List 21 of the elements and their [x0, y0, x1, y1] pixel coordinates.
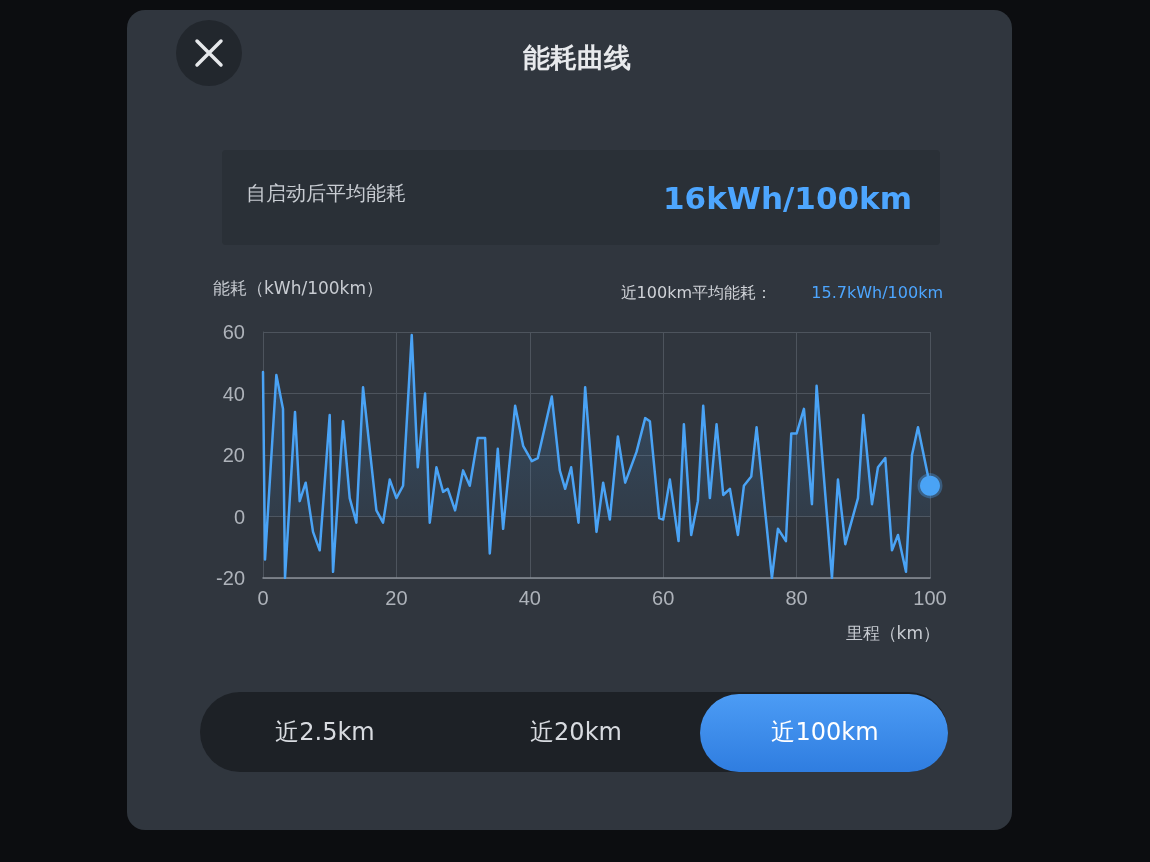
y-axis-title: 能耗（kWh/100km） — [213, 277, 384, 300]
text: 近2.5km — [275, 717, 375, 748]
x-tick-label: 40 — [518, 587, 541, 609]
text: 近100km — [771, 717, 879, 748]
text: 近20km — [530, 717, 622, 748]
x-tick-label: 0 — [257, 587, 269, 609]
text: 近100km平均能耗： — [620, 283, 772, 304]
x-tick-label: 100 — [913, 587, 947, 609]
text: 自启动后平均能耗 — [246, 180, 406, 207]
x-tick-label: 80 — [785, 587, 808, 609]
y-tick-label: -20 — [216, 567, 245, 589]
y-tick-label: 20 — [222, 444, 245, 466]
x-tick-label: 60 — [652, 587, 675, 609]
x-axis-title: 里程（km） — [845, 622, 940, 645]
chart-title: 能耗曲线 — [523, 41, 631, 75]
x-tick-label: 20 — [385, 587, 408, 609]
y-tick-label: 0 — [233, 505, 245, 528]
y-tick-label: 60 — [222, 321, 245, 343]
text: 16kWh/100km — [663, 180, 912, 216]
text: 15.7kWh/100km — [811, 283, 943, 302]
y-tick-label: 40 — [222, 382, 245, 405]
